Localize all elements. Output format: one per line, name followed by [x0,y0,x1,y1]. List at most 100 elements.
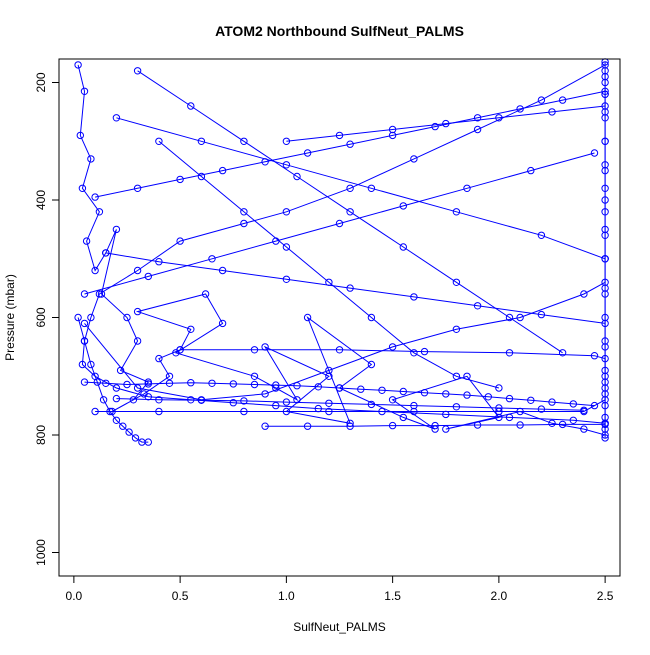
data-point [601,166,609,175]
data-point [601,78,609,87]
data-point [367,360,376,369]
data-point [495,114,503,122]
data-point [208,255,216,263]
data-point [106,407,114,416]
data-point [197,396,206,404]
data-point [388,396,397,404]
data-point [155,258,163,266]
data-point [293,172,301,181]
data-point [78,360,87,369]
series-line-7 [116,398,584,411]
data-point [74,61,82,69]
data-point [133,307,142,316]
data-point [303,313,312,322]
data-point [431,122,439,131]
data-point [303,149,312,157]
data-point [463,184,471,193]
data-point [97,290,106,298]
data-point [601,343,609,351]
data-point [76,131,85,140]
data-point [601,225,609,234]
data-point [91,266,99,275]
data-point [133,384,142,392]
data-point [388,421,397,430]
data-point [452,403,461,411]
data-point [442,390,450,398]
data-point [218,319,227,328]
data-point [601,284,609,292]
data-point [367,313,376,322]
data-point [78,184,87,193]
data-point [569,400,577,408]
data-point [367,400,376,409]
series-line-10 [94,90,606,198]
data-point [240,208,248,216]
data-point [569,416,577,424]
series-line-9 [77,317,149,443]
data-point [505,413,514,422]
data-point [590,149,599,157]
y-axis-label: Pressure (mbar) [3,274,17,361]
data-point [293,396,301,404]
data-point [463,391,471,399]
data-point [590,401,599,410]
data-point [112,394,121,403]
data-point [335,384,344,392]
data-point [410,155,418,163]
data-point [388,131,397,140]
data-point [74,313,82,322]
data-point [442,119,450,128]
data-point [250,346,259,354]
data-point [601,413,609,422]
data-point [293,382,301,390]
data-point [601,255,609,263]
x-tick-label: 0.5 [172,589,189,603]
data-point [452,325,461,333]
y-tick-label: 200 [34,72,48,92]
data-point [102,249,110,257]
data-point [176,237,184,245]
data-point [325,372,333,380]
data-point [80,290,89,298]
data-point [144,438,153,446]
data-point [250,380,259,389]
data-point [102,379,110,387]
data-point [80,87,89,96]
data-point [303,422,312,430]
data-point [197,172,206,181]
data-point [131,434,140,442]
data-point [282,208,291,216]
data-point [82,237,91,245]
data-point [133,67,142,75]
data-point [99,396,108,404]
x-axis-label: SulfNeut_PALMS [293,620,386,634]
series-line-6 [84,381,595,407]
data-point [590,352,599,360]
data-point [399,202,407,210]
data-point [537,310,546,319]
data-point [580,406,588,414]
data-point [165,379,174,387]
data-point [516,421,524,429]
x-tick-label: 2.5 [597,589,614,603]
data-point [335,219,344,228]
data-point [80,319,89,328]
data-point [133,266,142,275]
data-point [282,398,291,406]
data-point [165,372,174,380]
data-point [346,208,354,216]
data-point [325,278,333,286]
data-point [357,385,365,393]
data-point [548,398,556,406]
data-point [261,422,269,430]
series-line-1 [77,64,606,436]
data-point [282,137,291,146]
data-point [335,346,344,354]
series-line-14 [137,70,563,354]
y-tick-label: 400 [34,190,48,210]
data-point [155,396,163,404]
data-point [91,407,99,416]
data-point [229,399,238,407]
data-point [112,114,121,122]
data-point [129,396,138,404]
